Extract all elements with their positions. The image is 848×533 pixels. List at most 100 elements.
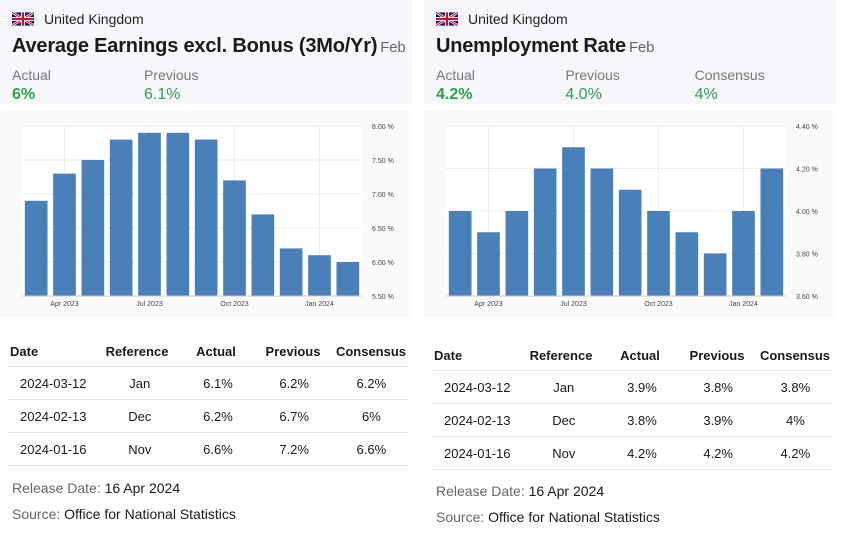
indicator-period: Feb xyxy=(380,39,406,56)
unemployment-card: United Kingdom Unemployment Rate Feb Actu… xyxy=(424,0,836,533)
bar-2023-12 xyxy=(279,248,303,296)
country-row: United Kingdom xyxy=(435,8,824,30)
card-header: United Kingdom Unemployment Rate Feb Actu… xyxy=(424,0,836,104)
stat-actual: Actual 4.2% xyxy=(436,67,565,104)
header-actual: Actual xyxy=(620,347,660,363)
cell-actual: 4.2% xyxy=(627,445,657,461)
source: Source: Office for National Statistics xyxy=(12,506,236,522)
source-label: Source: xyxy=(12,506,61,522)
bar-2023-06 xyxy=(533,168,557,296)
bar-2023-12 xyxy=(703,253,727,296)
cell-consensus: 4% xyxy=(785,412,805,428)
release-label: Release Date: xyxy=(12,480,101,496)
bar-2023-04 xyxy=(477,232,500,296)
indicator-title-text: Average Earnings excl. Bonus (3Mo/Yr) xyxy=(12,35,378,57)
cell-consensus: 6% xyxy=(361,408,381,424)
header-reference: Reference xyxy=(529,347,593,363)
cell-actual: 3.8% xyxy=(627,412,657,428)
history-table: Date Reference Actual Previous Consensus… xyxy=(432,340,832,470)
stat-value: 4.0% xyxy=(565,86,602,103)
cell-reference: Nov xyxy=(552,445,576,461)
source-label: Source: xyxy=(436,509,485,525)
cell-previous: 4.2% xyxy=(703,445,733,461)
cell-reference: Jan xyxy=(553,379,575,395)
plot-area xyxy=(22,126,362,296)
y-tick-label: 3.60 % xyxy=(796,294,818,301)
release-value: 16 Apr 2024 xyxy=(528,483,605,499)
header-consensus: Consensus xyxy=(759,347,831,363)
cell-date: 2024-02-13 xyxy=(20,408,87,424)
bar-2023-10 xyxy=(647,211,670,296)
x-tick-label: Apr 2023 xyxy=(474,301,503,308)
stat-actual: Actual 6% xyxy=(12,67,144,104)
bar-2024-01 xyxy=(732,211,755,296)
table-row: 2024-01-16 Nov 4.2% 4.2% 4.2% xyxy=(432,437,832,470)
bar-2023-08 xyxy=(166,132,190,296)
bar-2024-02 xyxy=(760,168,784,296)
table-row: 2024-01-16 Nov 6.6% 7.2% 6.6% xyxy=(8,433,408,466)
cell-previous: 3.8% xyxy=(703,379,733,395)
uk-flag-icon xyxy=(435,11,459,27)
table-header-row: Date Reference Actual Previous Consensus xyxy=(8,336,408,367)
bar-2023-03 xyxy=(448,211,472,296)
y-tick-label: 6.50 % xyxy=(372,226,394,233)
card-header: United Kingdom Average Earnings excl. Bo… xyxy=(0,0,412,104)
stat-label: Actual xyxy=(436,67,475,83)
bar-2023-10 xyxy=(223,180,246,296)
x-tick-label: Jan 2024 xyxy=(305,301,334,308)
unemployment-chart: 4.40 % 4.20 % 4.00 % 3.80 % 3.60 % Apr 2023 Ju… xyxy=(424,110,836,318)
cell-reference: Dec xyxy=(128,408,152,424)
indicator-title-text: Unemployment Rate xyxy=(436,35,626,57)
cell-actual: 3.9% xyxy=(627,379,657,395)
y-tick-label: 3.80 % xyxy=(796,252,818,259)
y-tick-label: 7.50 % xyxy=(372,158,394,165)
bar-2023-05 xyxy=(81,160,105,296)
y-tick-label: 4.00 % xyxy=(796,209,818,216)
cell-date: 2024-03-12 xyxy=(444,379,511,395)
stat-value: 6.1% xyxy=(144,86,181,103)
header-previous: Previous xyxy=(689,347,745,363)
y-tick-label: 6.00 % xyxy=(372,260,394,267)
cell-date: 2024-03-12 xyxy=(20,375,87,391)
stat-value: 4.2% xyxy=(436,86,473,103)
country-name: United Kingdom xyxy=(44,11,144,27)
header-date: Date xyxy=(10,343,39,359)
cell-previous: 6.2% xyxy=(279,375,309,391)
table-header-row: Date Reference Actual Previous Consensus xyxy=(432,340,832,371)
x-tick-label: Jul 2023 xyxy=(136,301,163,308)
stat-consensus: Consensus 4% xyxy=(695,67,824,104)
x-tick-label: Oct 2023 xyxy=(220,301,249,308)
indicator-title: Average Earnings excl. Bonus (3Mo/Yr) Feb xyxy=(12,35,406,58)
cell-reference: Dec xyxy=(552,412,576,428)
cell-consensus: 3.8% xyxy=(780,379,811,395)
y-tick-label: 8.00 % xyxy=(372,124,394,131)
cell-date: 2024-01-16 xyxy=(444,445,511,461)
table-row: 2024-03-12 Jan 3.9% 3.8% 3.8% xyxy=(432,371,832,404)
bar-2023-09 xyxy=(194,139,218,296)
bar-2023-11 xyxy=(675,232,699,296)
stat-previous: Previous 4.0% xyxy=(565,67,694,104)
bar-2023-03 xyxy=(24,200,48,296)
cell-reference: Nov xyxy=(128,441,152,457)
bar-2023-09 xyxy=(618,189,642,296)
cell-actual: 6.2% xyxy=(203,408,233,424)
bar-2023-04 xyxy=(53,173,76,296)
bar-2023-11 xyxy=(251,214,275,296)
cell-actual: 6.1% xyxy=(203,375,233,391)
indicator-title: Unemployment Rate Feb xyxy=(436,35,824,58)
stat-value: 6% xyxy=(12,86,36,103)
stat-value: 4% xyxy=(694,86,718,103)
release-value: 16 Apr 2024 xyxy=(104,480,181,496)
cell-consensus: 4.2% xyxy=(780,445,811,461)
x-tick-label: Jan 2024 xyxy=(729,301,758,308)
country-row: United Kingdom xyxy=(11,8,400,30)
bar-2023-05 xyxy=(505,211,529,296)
table-row: 2024-03-12 Jan 6.1% 6.2% 6.2% xyxy=(8,367,408,400)
uk-flag-icon xyxy=(11,11,35,27)
stats-row: Actual 4.2% Previous 4.0% Consensus 4% xyxy=(436,67,824,104)
history-table: Date Reference Actual Previous Consensus… xyxy=(8,336,408,466)
header-consensus: Consensus xyxy=(335,343,407,359)
stats-row: Actual 6% Previous 6.1% xyxy=(12,67,400,104)
cell-date: 2024-02-13 xyxy=(444,412,511,428)
indicator-period: Feb xyxy=(628,39,655,56)
